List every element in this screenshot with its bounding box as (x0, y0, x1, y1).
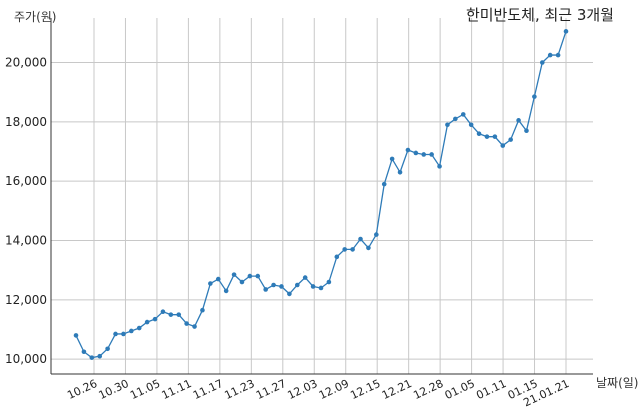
data-point (287, 291, 292, 297)
x-tick-label: 01.05 (443, 377, 477, 402)
data-point (208, 281, 213, 286)
data-point (334, 254, 340, 260)
x-tick-label: 11.27 (254, 377, 288, 402)
data-point (445, 122, 450, 128)
x-tick-label: 10.26 (65, 377, 99, 402)
data-point (129, 328, 134, 334)
data-point (160, 309, 166, 315)
data-point (215, 276, 221, 282)
data-point (318, 285, 324, 291)
x-tick-label: 12.21 (380, 377, 414, 402)
data-point (168, 312, 174, 317)
data-point (271, 282, 276, 288)
data-point (342, 247, 348, 252)
data-point (302, 275, 308, 280)
data-point (144, 319, 150, 325)
data-point (492, 134, 498, 139)
data-point (413, 150, 419, 156)
y-tick-label: 20,000 (5, 56, 47, 70)
data-point (453, 116, 458, 122)
y-tick-label: 12,000 (5, 293, 47, 307)
data-point (192, 324, 197, 329)
data-point (532, 94, 537, 99)
data-point (255, 273, 261, 279)
x-tick-labels: 10.2610.3011.0511.1111.1711.2311.2712.03… (65, 377, 571, 409)
data-point (476, 131, 482, 136)
data-point (524, 128, 529, 134)
data-points (73, 29, 569, 360)
data-point (500, 143, 506, 148)
data-point (563, 29, 569, 34)
x-tick-label: 12.15 (348, 377, 382, 402)
data-point (200, 307, 205, 313)
data-point (381, 181, 387, 187)
data-point (429, 152, 434, 157)
data-point (73, 333, 79, 338)
data-point (555, 52, 561, 58)
y-tick-label: 18,000 (5, 115, 47, 129)
x-tick-label: 11.17 (191, 377, 225, 402)
data-point (460, 112, 466, 117)
y-tick-label: 10,000 (5, 352, 47, 366)
data-point (484, 134, 490, 139)
data-point (366, 245, 371, 251)
data-point (397, 169, 403, 175)
data-point (310, 284, 316, 289)
data-point (405, 147, 411, 153)
x-tick-label: 12.28 (411, 377, 445, 402)
x-tick-label: 01.11 (474, 377, 508, 402)
data-point (239, 279, 245, 285)
data-point (468, 122, 474, 128)
data-point (231, 272, 237, 277)
data-point (374, 232, 379, 237)
y-tick-labels: 10,000 12,000 14,000 16,000 18,000 20,000 (5, 56, 47, 367)
data-point (389, 156, 395, 162)
data-point (113, 331, 118, 337)
chart-title: 한미반도체, 최근 3개월 (465, 6, 614, 24)
data-point (421, 152, 427, 157)
data-point (539, 60, 545, 65)
data-point (437, 164, 442, 169)
x-tick-label: 11.11 (160, 377, 194, 402)
y-tick-label: 14,000 (5, 234, 47, 248)
data-point (247, 273, 253, 279)
data-point (223, 288, 229, 294)
y-tick-label: 16,000 (5, 174, 47, 188)
data-point (89, 355, 95, 360)
data-point (97, 353, 103, 359)
data-point (152, 316, 158, 322)
data-point (294, 282, 300, 288)
data-point (184, 321, 189, 326)
data-point (279, 284, 284, 289)
x-tick-label: 11.05 (128, 377, 162, 402)
data-point (516, 118, 521, 123)
data-point (121, 331, 126, 337)
grid-lines (51, 18, 593, 374)
data-point (358, 236, 363, 242)
x-tick-label: 12.03 (285, 377, 319, 402)
data-point (508, 137, 513, 142)
data-point (176, 312, 182, 317)
data-point (547, 52, 553, 58)
axes (50, 18, 593, 375)
data-point (136, 325, 142, 331)
data-point (326, 279, 332, 285)
data-point (263, 287, 268, 292)
x-tick-label: 12.09 (317, 377, 351, 402)
data-point (81, 349, 87, 355)
y-axis-label: 주가(원) (14, 10, 57, 24)
series-line (75, 31, 567, 359)
x-tick-label: 11.23 (223, 377, 257, 402)
x-axis-label: 날짜(일) (596, 376, 639, 390)
data-point (105, 346, 110, 352)
x-tick-label: 10.30 (97, 377, 131, 402)
data-point (350, 247, 355, 252)
